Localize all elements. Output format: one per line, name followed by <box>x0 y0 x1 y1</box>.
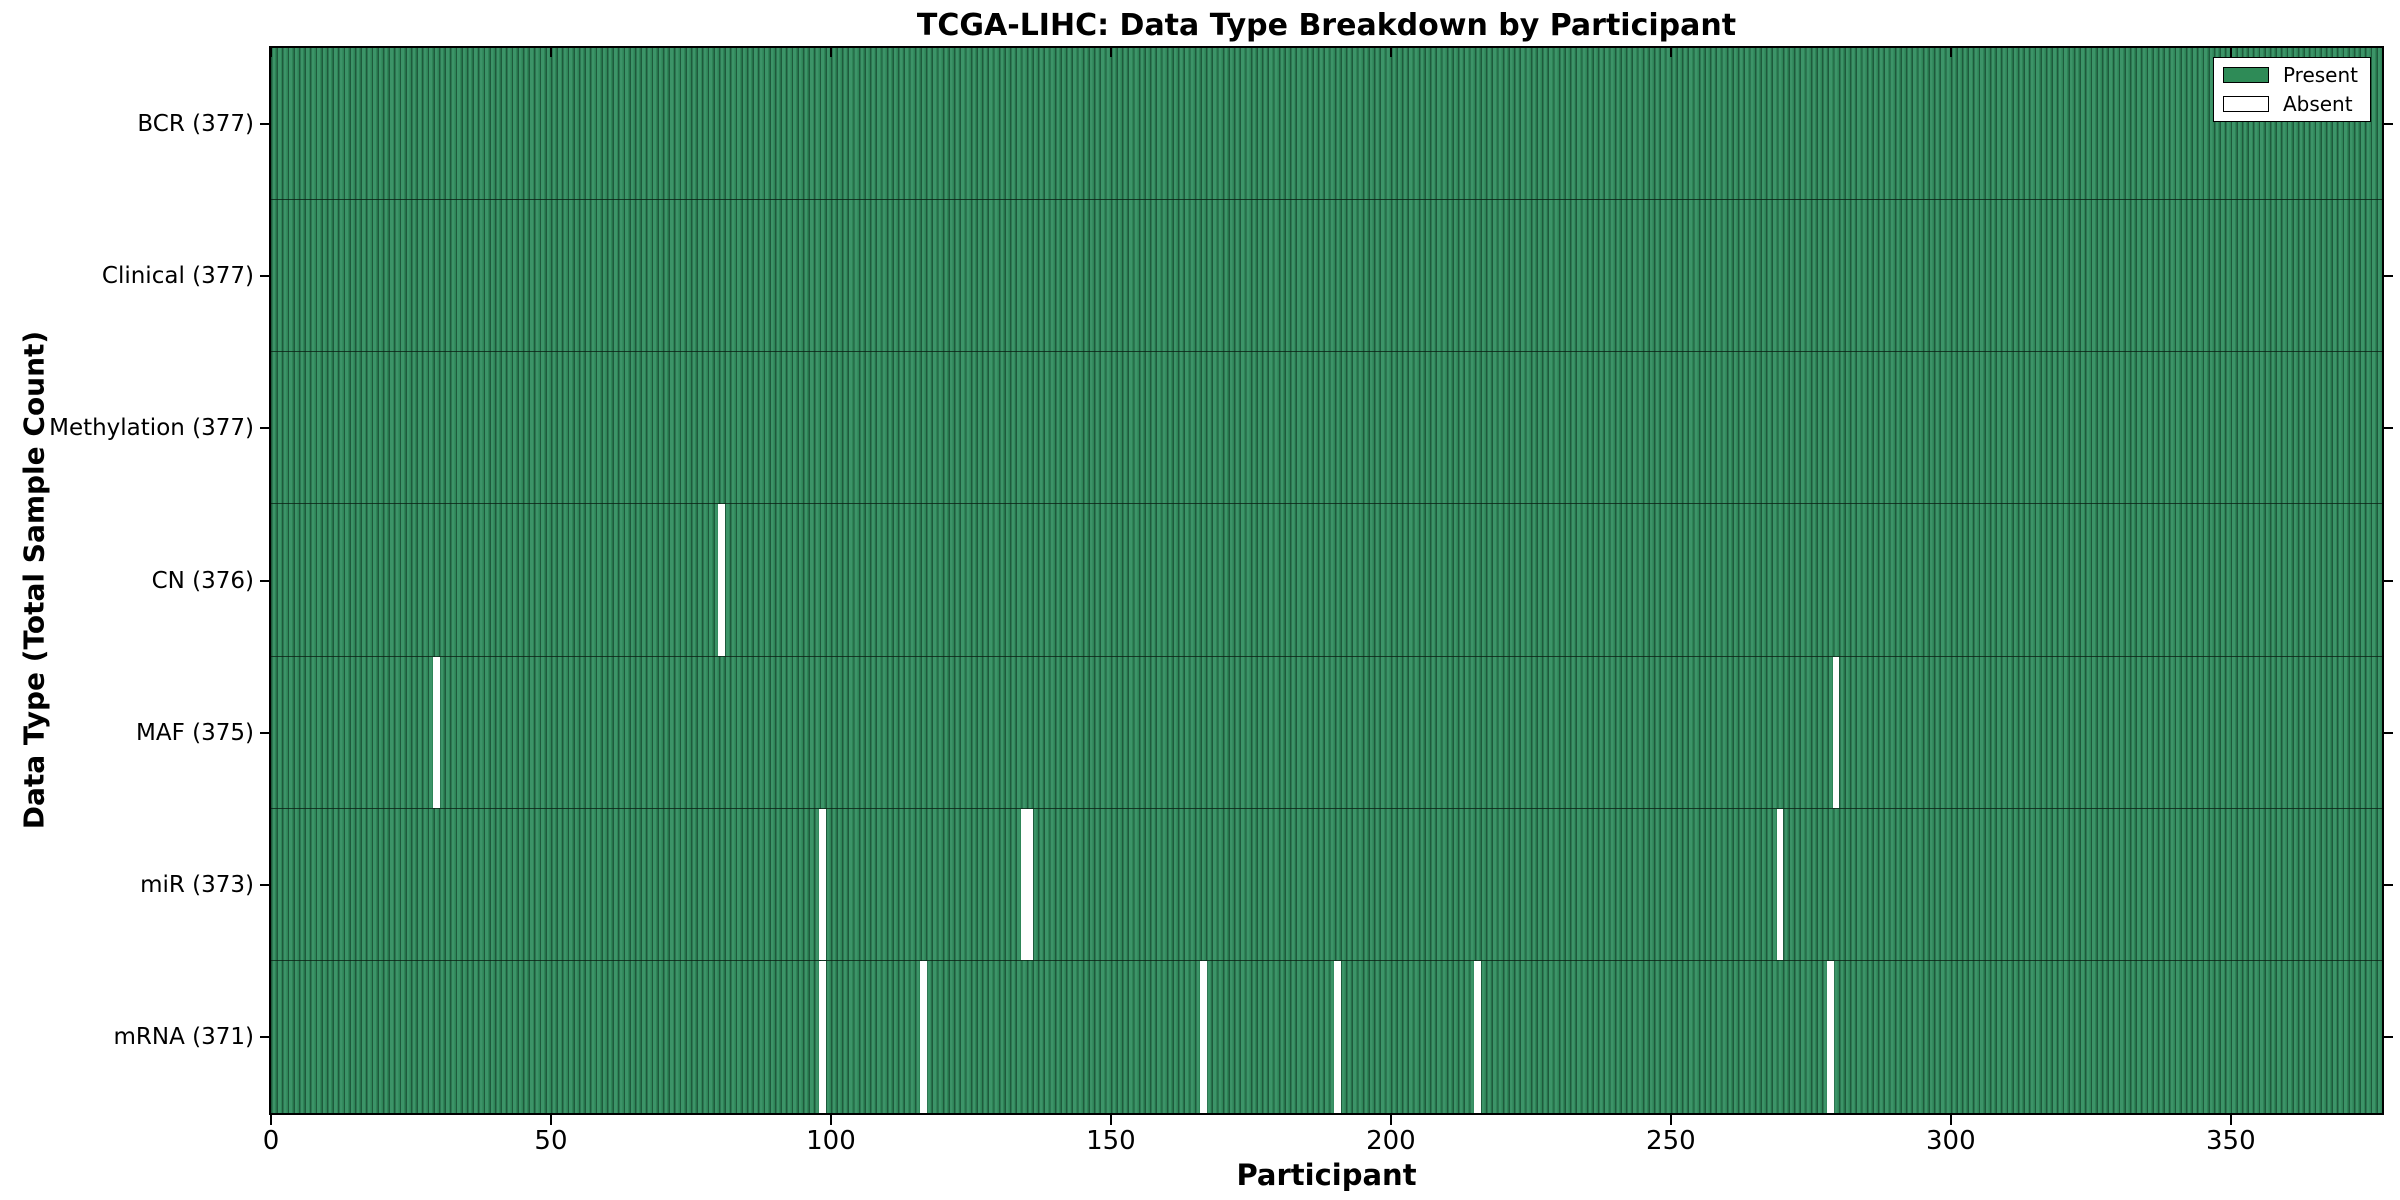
absent-bar <box>1474 960 1482 1113</box>
y-tick-right-icon <box>2384 579 2393 582</box>
y-tick-left-icon <box>260 731 269 734</box>
x-tick-mark-top-icon <box>2229 48 2232 57</box>
absent-bar <box>1199 960 1207 1113</box>
absent-bar <box>1334 960 1342 1113</box>
x-tick-mark-top-icon <box>549 48 552 57</box>
data-row-clinical <box>271 200 2382 353</box>
y-tick-label: MAF (375) <box>136 719 254 746</box>
data-row-bcr <box>271 48 2382 201</box>
data-row-mrna <box>271 960 2382 1113</box>
y-tick-right-icon <box>2384 883 2393 886</box>
x-tick-mark-top-icon <box>270 48 272 57</box>
y-tick-left-icon <box>260 427 269 430</box>
data-row-methylation <box>271 352 2382 505</box>
plot-area: Present Absent <box>269 46 2384 1115</box>
absent-bar <box>819 808 826 960</box>
x-tick-label: 0 <box>262 1126 280 1156</box>
absent-bar <box>1026 808 1034 960</box>
y-tick-left-icon <box>260 883 269 886</box>
absent-swatch-icon <box>2222 96 2269 112</box>
x-tick-mark-icon <box>1669 1115 1672 1125</box>
data-row-mir <box>271 808 2382 961</box>
present-swatch-icon <box>2222 67 2269 83</box>
absent-bar <box>1832 656 1840 808</box>
x-tick-label: 250 <box>1646 1126 1696 1156</box>
x-tick-label: 50 <box>534 1126 568 1156</box>
x-tick-label: 100 <box>806 1126 856 1156</box>
y-tick-right-icon <box>2384 427 2393 430</box>
data-row-maf <box>271 656 2382 809</box>
y-tick-label: BCR (377) <box>137 111 254 138</box>
y-tick-right-icon <box>2384 275 2393 278</box>
absent-bar <box>1020 808 1028 960</box>
y-tick-label: miR (373) <box>140 871 254 898</box>
y-tick-label: Clinical (377) <box>101 263 254 290</box>
y-tick-right-icon <box>2384 123 2393 126</box>
y-tick-right-icon <box>2384 1035 2393 1038</box>
y-tick-left-icon <box>260 275 269 278</box>
x-tick-mark-top-icon <box>1949 48 1952 57</box>
y-tick-label: mRNA (371) <box>113 1023 254 1050</box>
y-tick-label: CN (376) <box>151 567 254 594</box>
x-tick-mark-icon <box>829 1115 832 1125</box>
legend-label-present: Present <box>2282 63 2358 87</box>
absent-bar <box>919 960 927 1113</box>
x-tick-mark-top-icon <box>1669 48 1672 57</box>
y-tick-left-icon <box>260 123 269 126</box>
x-tick-label: 300 <box>1926 1126 1976 1156</box>
absent-bar <box>1776 808 1784 960</box>
x-axis-title: Participant <box>1236 1158 1417 1192</box>
x-tick-mark-icon <box>549 1115 552 1125</box>
absent-bar <box>819 960 826 1113</box>
x-tick-mark-top-icon <box>1389 48 1392 57</box>
absent-bar <box>718 504 726 656</box>
legend-entry-absent: Absent <box>2222 92 2358 116</box>
x-tick-mark-icon <box>1389 1115 1392 1125</box>
x-tick-mark-icon <box>1109 1115 1112 1125</box>
legend-entry-present: Present <box>2222 63 2358 87</box>
x-tick-mark-icon <box>270 1115 272 1125</box>
data-row-cn <box>271 504 2382 657</box>
absent-bar <box>432 656 440 808</box>
x-tick-mark-top-icon <box>1109 48 1112 57</box>
x-tick-mark-icon <box>2229 1115 2232 1125</box>
y-tick-left-icon <box>260 579 269 582</box>
y-tick-label: Methylation (377) <box>49 415 254 442</box>
x-tick-label: 200 <box>1366 1126 1416 1156</box>
x-tick-label: 350 <box>2205 1126 2256 1156</box>
x-tick-mark-top-icon <box>829 48 832 57</box>
legend: Present Absent <box>2212 57 2371 122</box>
y-tick-right-icon <box>2384 731 2393 734</box>
x-tick-mark-icon <box>1949 1115 1952 1125</box>
chart-title: TCGA-LIHC: Data Type Breakdown by Partic… <box>916 8 1737 43</box>
absent-bar <box>1827 960 1834 1113</box>
x-tick-label: 150 <box>1086 1126 1136 1156</box>
legend-label-absent: Absent <box>2282 92 2353 116</box>
y-tick-left-icon <box>260 1035 269 1038</box>
